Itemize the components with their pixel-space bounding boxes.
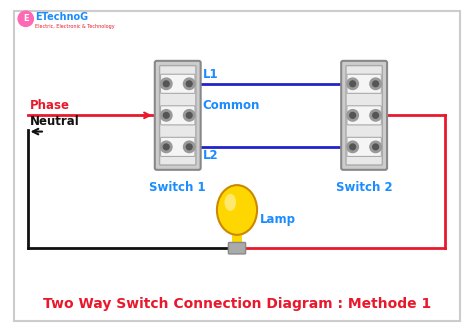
Text: ETechnoG: ETechnoG [35,12,89,22]
Text: L2: L2 [202,149,218,162]
Circle shape [183,110,195,121]
FancyBboxPatch shape [161,106,195,125]
FancyBboxPatch shape [161,137,195,156]
Text: Electric, Electronic & Technology: Electric, Electronic & Technology [35,24,115,29]
Circle shape [370,110,382,121]
Circle shape [186,113,192,118]
Circle shape [183,141,195,153]
Text: Phase: Phase [29,99,70,112]
Bar [232,230,242,243]
Text: E: E [23,14,28,23]
FancyBboxPatch shape [347,106,382,125]
Text: Switch 1: Switch 1 [149,181,206,194]
Text: Switch 2: Switch 2 [336,181,392,194]
FancyBboxPatch shape [341,61,387,170]
Circle shape [347,78,358,90]
Circle shape [373,113,378,118]
FancyBboxPatch shape [161,74,195,93]
Circle shape [161,141,172,153]
FancyBboxPatch shape [347,137,382,156]
Ellipse shape [225,194,236,211]
Circle shape [161,110,172,121]
Circle shape [161,78,172,90]
Text: L1: L1 [202,68,218,81]
FancyBboxPatch shape [228,242,246,254]
Circle shape [18,11,33,27]
Circle shape [350,113,356,118]
Circle shape [164,113,169,118]
Circle shape [373,144,378,150]
Circle shape [164,81,169,87]
FancyBboxPatch shape [155,61,201,170]
FancyBboxPatch shape [160,66,196,165]
Circle shape [186,144,192,150]
Circle shape [350,81,356,87]
Circle shape [347,141,358,153]
Circle shape [370,78,382,90]
Circle shape [183,78,195,90]
Circle shape [370,141,382,153]
Circle shape [347,110,358,121]
Circle shape [373,81,378,87]
FancyBboxPatch shape [347,74,382,93]
Text: Common: Common [202,100,260,113]
Circle shape [186,81,192,87]
Circle shape [350,144,356,150]
Text: Two Way Switch Connection Diagram : Methode 1: Two Way Switch Connection Diagram : Meth… [43,297,431,311]
Text: Lamp: Lamp [260,213,296,226]
Text: Neutral: Neutral [29,115,79,128]
Ellipse shape [217,185,257,235]
Circle shape [164,144,169,150]
FancyBboxPatch shape [346,66,383,165]
